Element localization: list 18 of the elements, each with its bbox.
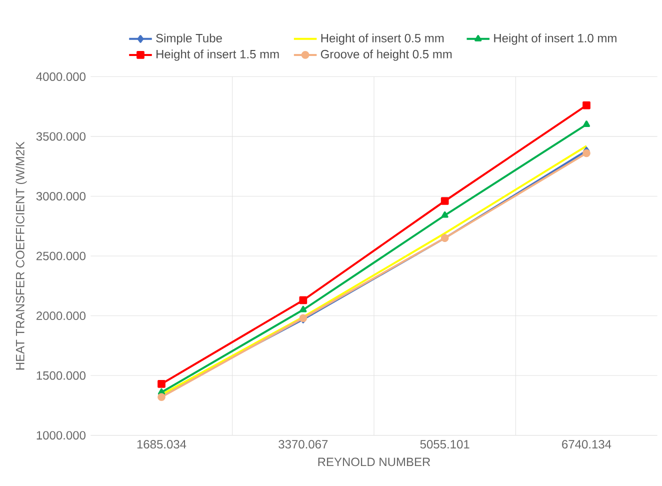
- legend-label: Groove of height 0.5 mm: [320, 50, 452, 61]
- x-axis-title: REYNOLD NUMBER: [318, 458, 430, 466]
- legend-label: Height of insert 1.5 mm: [156, 50, 279, 61]
- y-tick-label: 1500.000: [36, 371, 86, 380]
- x-tick-label: 3370.067: [278, 440, 328, 449]
- y-tick-label: 3000.000: [36, 192, 86, 200]
- x-tick-label: 5055.101: [420, 440, 470, 449]
- y-tick-label: 4000.000: [36, 72, 86, 81]
- y-tick-label: 1000.000: [36, 431, 86, 440]
- legend-label: Height of insert 1.0 mm: [494, 34, 616, 45]
- legend-label: Height of insert 0.5 mm: [321, 34, 444, 45]
- legend-label: Simple Tube: [156, 34, 222, 45]
- y-tick-label: 3500.000: [36, 132, 86, 141]
- y-axis-title: HEAT TRANSFER COEFFICIENT (W/M2K: [16, 142, 27, 370]
- y-tick-label: 2500.000: [36, 252, 86, 260]
- x-tick-label: 1685.034: [137, 440, 186, 449]
- x-tick-label: 6740.134: [562, 440, 612, 449]
- y-tick-label: 2000.000: [36, 312, 86, 320]
